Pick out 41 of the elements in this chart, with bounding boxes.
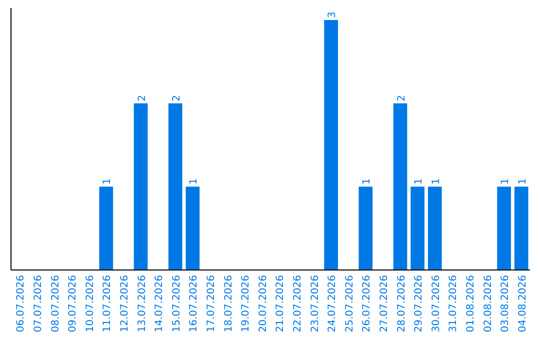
- data-label: 2: [171, 94, 182, 102]
- data-label: 3: [327, 12, 338, 18]
- x-tick-label: 10.07.2026: [84, 275, 96, 332]
- x-tick-label: 01.08.2026: [465, 275, 476, 332]
- x-tick-label: 18.07.2026: [223, 275, 234, 332]
- x-tick-label: 11.07.2026: [102, 275, 114, 332]
- x-tick-label: 19.07.2026: [240, 275, 252, 332]
- data-label: 1: [414, 178, 425, 185]
- x-tick-label: 13.07.2026: [136, 275, 148, 332]
- x-tick-label: 04.08.2026: [517, 275, 528, 332]
- data-label: 1: [500, 178, 512, 185]
- x-tick-label: 28.07.2026: [396, 275, 408, 332]
- x-tick-label: 02.08.2026: [482, 275, 494, 332]
- x-tick-label: 17.07.2026: [206, 275, 217, 332]
- data-label: 1: [362, 178, 373, 185]
- x-tick-label: 15.07.2026: [171, 275, 182, 332]
- x-tick-label: 22.07.2026: [292, 275, 304, 332]
- x-tick-label: 06.07.2026: [16, 275, 27, 332]
- data-label: 2: [136, 94, 148, 102]
- x-tick-label: 27.07.2026: [378, 275, 390, 332]
- data-label: 1: [517, 178, 528, 185]
- x-tick-label: 24.07.2026: [327, 275, 338, 332]
- x-tick-label: 12.07.2026: [119, 275, 130, 332]
- x-tick-label: 25.07.2026: [344, 275, 356, 332]
- x-tick-label: 07.07.2026: [32, 275, 44, 332]
- data-label: 1: [102, 178, 114, 185]
- x-tick-label: 21.07.2026: [275, 275, 286, 332]
- x-tick-label: 31.07.2026: [448, 275, 460, 332]
- data-label: 2: [396, 94, 408, 102]
- x-tick-label: 03.08.2026: [500, 275, 512, 332]
- x-tick-label: 30.07.2026: [430, 275, 442, 332]
- x-tick-label: 23.07.2026: [310, 275, 321, 332]
- x-tick-label: 20.07.2026: [258, 275, 269, 332]
- x-tick-label: 16.07.2026: [188, 275, 200, 332]
- data-label: 1: [430, 178, 442, 185]
- x-tick-label: 08.07.2026: [50, 275, 62, 332]
- x-tick-label: 09.07.2026: [68, 275, 79, 332]
- x-tick-label: 29.07.2026: [414, 275, 425, 332]
- x-tick-label: 14.07.2026: [154, 275, 166, 332]
- data-label: 1: [188, 178, 200, 185]
- x-tick-label: 26.07.2026: [362, 275, 373, 332]
